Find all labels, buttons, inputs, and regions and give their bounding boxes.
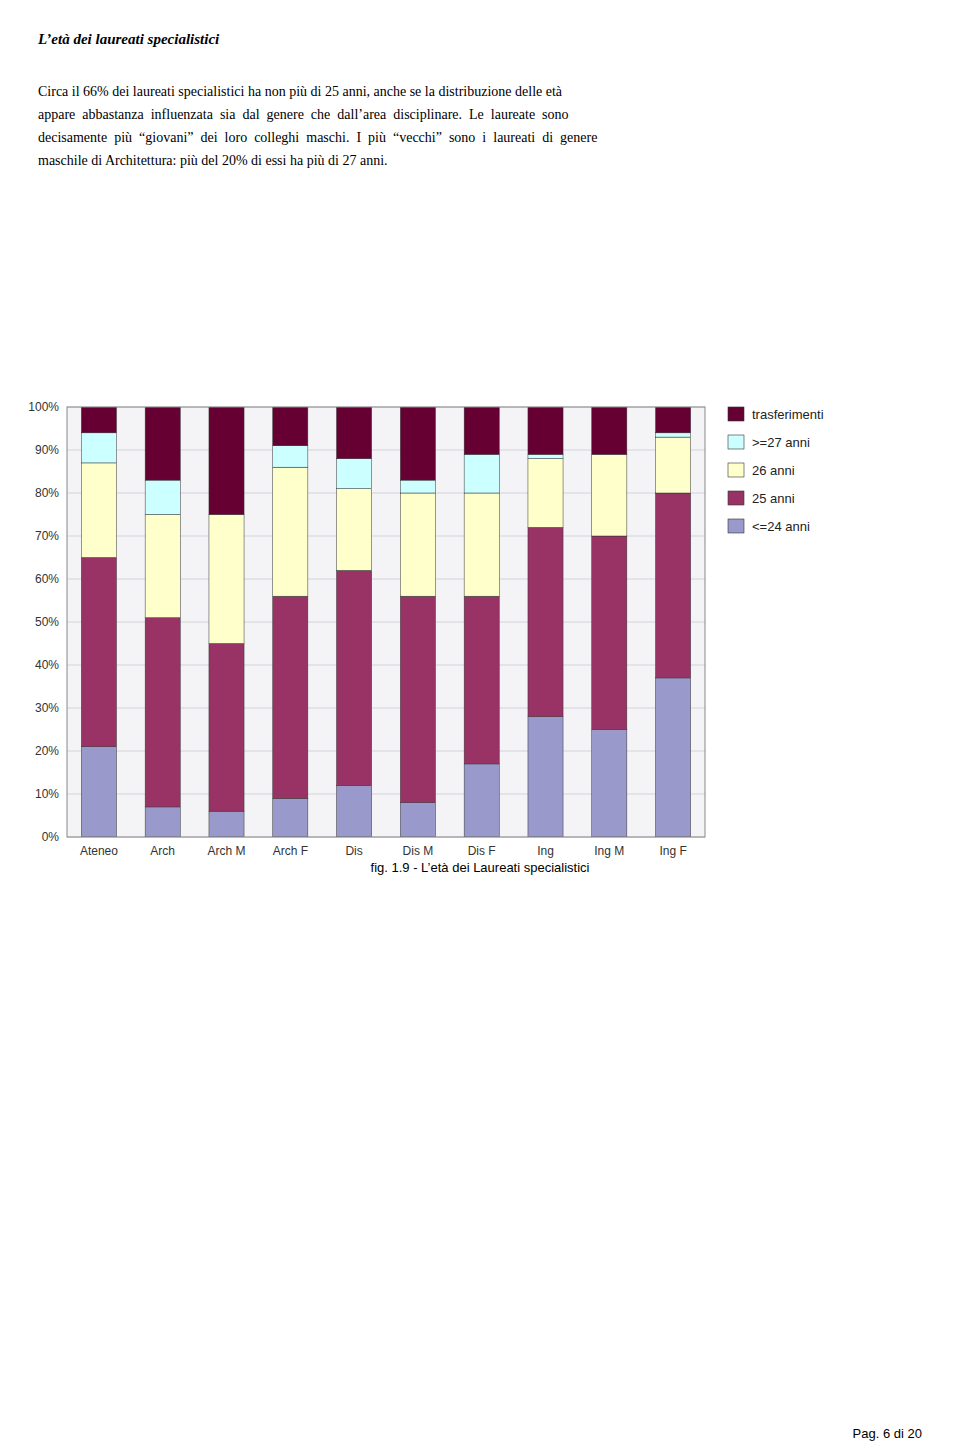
bar-segment [464,493,499,596]
bar-segment [528,407,563,454]
bar-series [81,407,690,515]
bar-segment [273,798,308,837]
bar-segment [145,515,180,618]
x-tick-label: Ing [537,844,554,858]
legend-swatch [728,435,744,449]
bar-segment [592,536,627,730]
legend-label: 26 anni [752,463,795,478]
header-body: Circa il 66% dei laureati specialistici … [38,84,597,168]
legend-swatch [728,491,744,505]
header-title: L’età dei laureati specialistici [37,31,220,47]
plot-frame [67,407,705,837]
bar-segment [656,433,691,437]
bar-segment [273,467,308,596]
y-tick-label: 30% [35,701,59,715]
bars [81,407,690,837]
bar-segment [337,489,372,571]
x-tick-label: Arch F [273,844,308,858]
bar-segment [592,407,627,454]
bar-segment [209,644,244,812]
header-body-line: appare abbastanza influenzata sia dal ge… [38,107,569,122]
bar-segment [464,407,499,454]
bar-segment [400,480,435,493]
bar-segment [81,407,116,433]
bar-segment [656,437,691,493]
x-tick-labels: Ateneo Arch Arch M Arch F Dis Dis M Dis F Ing In… [80,844,687,858]
y-tick-label: 80% [35,486,59,500]
x-tick-label: Dis F [468,844,496,858]
x-tick-label: Arch M [207,844,245,858]
bar-segment [81,463,116,558]
header-body-line: Circa il 66% dei laureati specialistici … [38,84,563,99]
bar-segment [273,407,308,446]
page: L’età dei laureati specialistici Circa il… [0,0,960,1455]
legend-label: >=27 anni [752,435,810,450]
bar-segment [656,407,691,433]
y-tick-label: 90% [35,443,59,457]
bar-segment [528,459,563,528]
bar-segment [145,407,180,480]
y-tick-labels: 0% 10% 20% 30% 40% 50% 60% 70% 80% 90% 100% [28,400,59,844]
x-tick-label: Ing F [659,844,686,858]
bar-series [81,493,690,811]
legend-swatch [728,519,744,533]
bar-segment [145,618,180,807]
x-tick-label: Dis M [403,844,434,858]
legend-swatch [728,463,744,477]
y-tick-label: 60% [35,572,59,586]
header-body-line: decisamente più “giovani” dei loro colle… [38,130,597,145]
x-tick-label: Dis [345,844,362,858]
chart-title: fig. 1.9 - L’età dei Laureati specialist… [371,860,590,875]
plot-background [67,407,705,837]
bar-segment [400,493,435,596]
bar-segment [337,570,372,785]
bar-segment [145,807,180,837]
bar-segment [592,730,627,838]
bar-segment [337,785,372,837]
y-tick-label: 40% [35,658,59,672]
bar-segment [592,454,627,536]
bar-segment [209,811,244,837]
legend-label: 25 anni [752,491,795,506]
y-tick-label: 0% [42,830,60,844]
bar-segment [273,446,308,468]
bar-segment [400,407,435,480]
y-tick-label: 70% [35,529,59,543]
bar-segment [81,558,116,747]
header-body-line: maschile di Architettura: più del 20% di… [38,153,388,168]
bar-segment [464,596,499,764]
y-tick-label: 100% [28,400,59,414]
y-tick-label: 20% [35,744,59,758]
bar-segment [528,527,563,716]
x-tick-label: Arch [150,844,175,858]
x-tick-label: Ateneo [80,844,118,858]
bar-segment [464,764,499,837]
page-number: Pag. 6 di 20 [853,1426,922,1441]
legend: trasferimenti >=27 anni 26 anni 25 anni <=24… [728,407,824,534]
x-tick-label: Ing M [594,844,624,858]
bar-segment [273,596,308,798]
bar-segment [656,493,691,678]
bar-segment [464,454,499,493]
y-tick-label: 10% [35,787,59,801]
bar-segment [400,596,435,802]
bar-segment [81,433,116,463]
bar-segment [528,454,563,458]
y-tick-label: 50% [35,615,59,629]
legend-swatch [728,407,744,421]
bar-segment [337,459,372,489]
bar-segment [209,407,244,515]
bar-segment [145,480,180,514]
bar-segment [81,747,116,837]
bar-segment [400,803,435,837]
bar-segment [656,678,691,837]
y-grid [67,407,705,837]
legend-label: <=24 anni [752,519,810,534]
bar-segment [528,717,563,837]
bar-segment [209,515,244,644]
bar-segment [337,407,372,459]
legend-label: trasferimenti [752,407,824,422]
